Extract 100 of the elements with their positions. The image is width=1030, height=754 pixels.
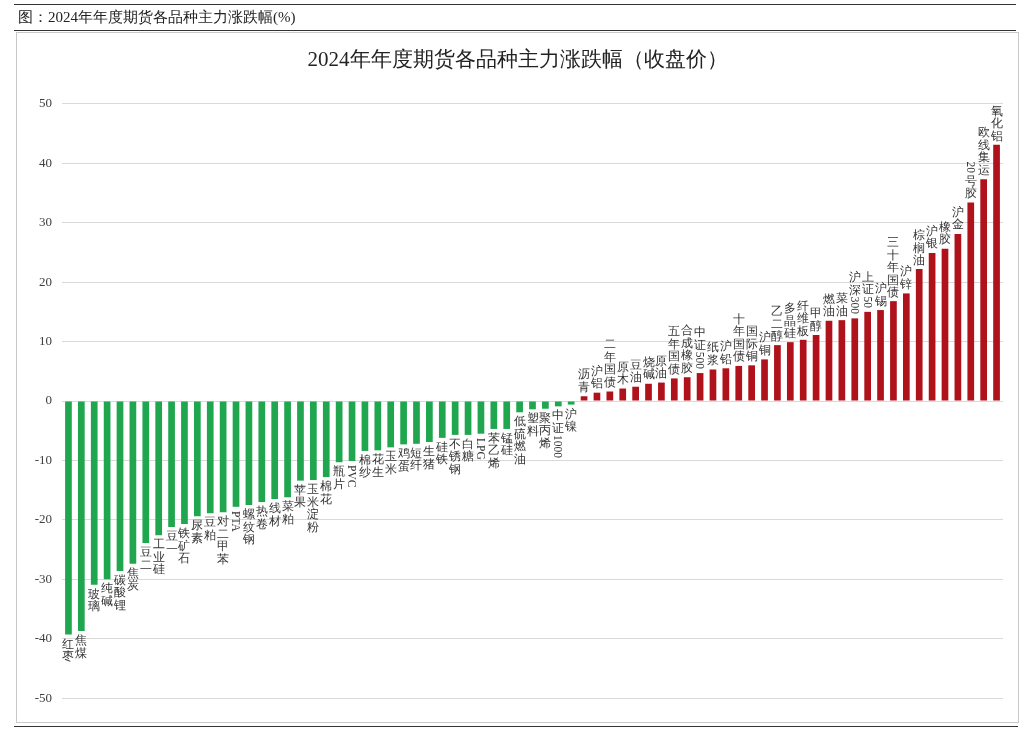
x-tick-label: 鸡蛋 <box>397 447 410 472</box>
text: 图：2024年年度期货各品种主力涨跌幅(%) <box>18 8 296 27</box>
y-tick-label: -30 <box>34 570 52 586</box>
y-tick-label: 50 <box>39 95 52 111</box>
x-tick-label: 豆二 <box>139 546 152 572</box>
bar <box>799 339 807 401</box>
bar <box>580 396 588 401</box>
bar <box>310 401 317 481</box>
x-tick-label: 棉花 <box>320 480 333 506</box>
y-tick-label: 10 <box>39 332 52 348</box>
bar <box>786 342 794 401</box>
bar <box>606 391 614 401</box>
bar <box>864 311 871 401</box>
x-tick-label: 螺纹钢 <box>242 508 255 546</box>
bar <box>400 401 407 445</box>
bar <box>271 401 279 500</box>
bar <box>722 368 730 401</box>
bar <box>902 293 910 401</box>
x-tick-label: 苹果 <box>294 483 307 509</box>
bar <box>941 248 949 401</box>
x-tick-label: LPG <box>474 437 487 460</box>
bar <box>206 401 214 514</box>
bar <box>709 369 717 401</box>
x-tick-label: 纯碱 <box>101 582 114 608</box>
x-tick-label: 沪深300 <box>848 271 861 315</box>
x-tick-label: 上证50 <box>861 270 874 308</box>
bar <box>825 320 833 401</box>
x-tick-label: 沥青 <box>578 368 591 394</box>
bar <box>748 365 755 401</box>
bar <box>980 179 988 401</box>
bar <box>516 401 523 413</box>
bar <box>967 202 975 401</box>
x-tick-label: 纤维板 <box>797 299 810 337</box>
x-tick-label: 玉米淀粉 <box>307 483 320 534</box>
x-tick-label: 铁矿石 <box>178 527 191 565</box>
x-tick-label: 中证500 <box>694 325 707 370</box>
bar <box>632 386 639 401</box>
bar <box>645 383 652 401</box>
x-tick-label: 棉纱 <box>358 453 371 479</box>
x-tick-label: 沪铜 <box>758 331 771 357</box>
x-tick-label: 国际铜 <box>745 324 758 363</box>
x-tick-label: 生猪 <box>423 445 436 470</box>
bar <box>993 144 1000 401</box>
x-tick-label: 碳酸锂 <box>114 573 126 612</box>
y-tick-label: 0 <box>45 392 52 408</box>
bar <box>387 401 395 448</box>
x-tick-label: 中证1000 <box>552 409 565 459</box>
bar <box>812 335 820 401</box>
y-tick-label: 20 <box>39 273 52 289</box>
x-tick-label: 沪铝 <box>590 364 603 390</box>
bar <box>670 378 678 401</box>
x-tick-label: 玻璃 <box>88 587 101 613</box>
bar <box>928 252 936 401</box>
bar <box>284 401 291 498</box>
x-tick-label: 沪金 <box>951 205 964 231</box>
x-tick-label: 豆粕 <box>204 516 217 542</box>
x-tick-label: 沪镍 <box>565 407 578 433</box>
x-tick-label: 短纤 <box>410 446 423 472</box>
bar <box>683 377 691 401</box>
bar <box>619 388 627 401</box>
x-tick-label: 花生 <box>371 453 384 479</box>
x-tick-label: 原木 <box>616 360 629 386</box>
x-tick-label: 棕榈油 <box>913 228 926 267</box>
x-tick-label: 尿素 <box>191 519 204 545</box>
x-tick-label: 热卷 <box>255 505 268 531</box>
x-tick-label: 不锈钢 <box>449 437 462 476</box>
bar <box>954 233 962 401</box>
y-tick-label: -40 <box>34 630 52 646</box>
bar <box>761 359 768 401</box>
x-tick-label: 菜粕 <box>281 500 294 526</box>
bar <box>696 373 704 401</box>
bar <box>890 301 897 401</box>
x-tick-label: PVC <box>346 465 359 488</box>
x-tick-label: 沪锌 <box>900 265 913 291</box>
x-tick-label: 豆油 <box>629 358 642 384</box>
bar <box>322 401 330 478</box>
x-tick-label: 对二甲苯 <box>217 515 230 566</box>
x-tick-label: 原油 <box>655 354 668 380</box>
x-tick-label: 氧化铝 <box>990 104 1003 142</box>
x-tick-label: 塑料 <box>526 412 539 438</box>
bar <box>181 401 188 525</box>
bar <box>438 401 446 438</box>
x-tick-label: 乙二醇 <box>771 304 784 342</box>
x-tick-label: 工业硅 <box>152 538 165 576</box>
bar <box>413 401 420 444</box>
bar <box>851 318 859 401</box>
bar <box>77 401 85 632</box>
bar <box>774 345 781 401</box>
x-tick-label: 豆一 <box>165 530 178 555</box>
x-tick-label: 十年国债 <box>732 312 745 363</box>
x-tick-label: 燃油 <box>822 292 835 318</box>
x-tick-label: 锰硅 <box>500 431 513 457</box>
x-tick-label: 线材 <box>268 502 281 528</box>
bar <box>593 392 601 401</box>
bar <box>297 401 304 481</box>
bar <box>194 401 201 517</box>
bar <box>915 269 923 401</box>
x-tick-label: 合成橡胶 <box>681 324 694 375</box>
bar <box>567 401 575 405</box>
bar <box>168 401 175 528</box>
